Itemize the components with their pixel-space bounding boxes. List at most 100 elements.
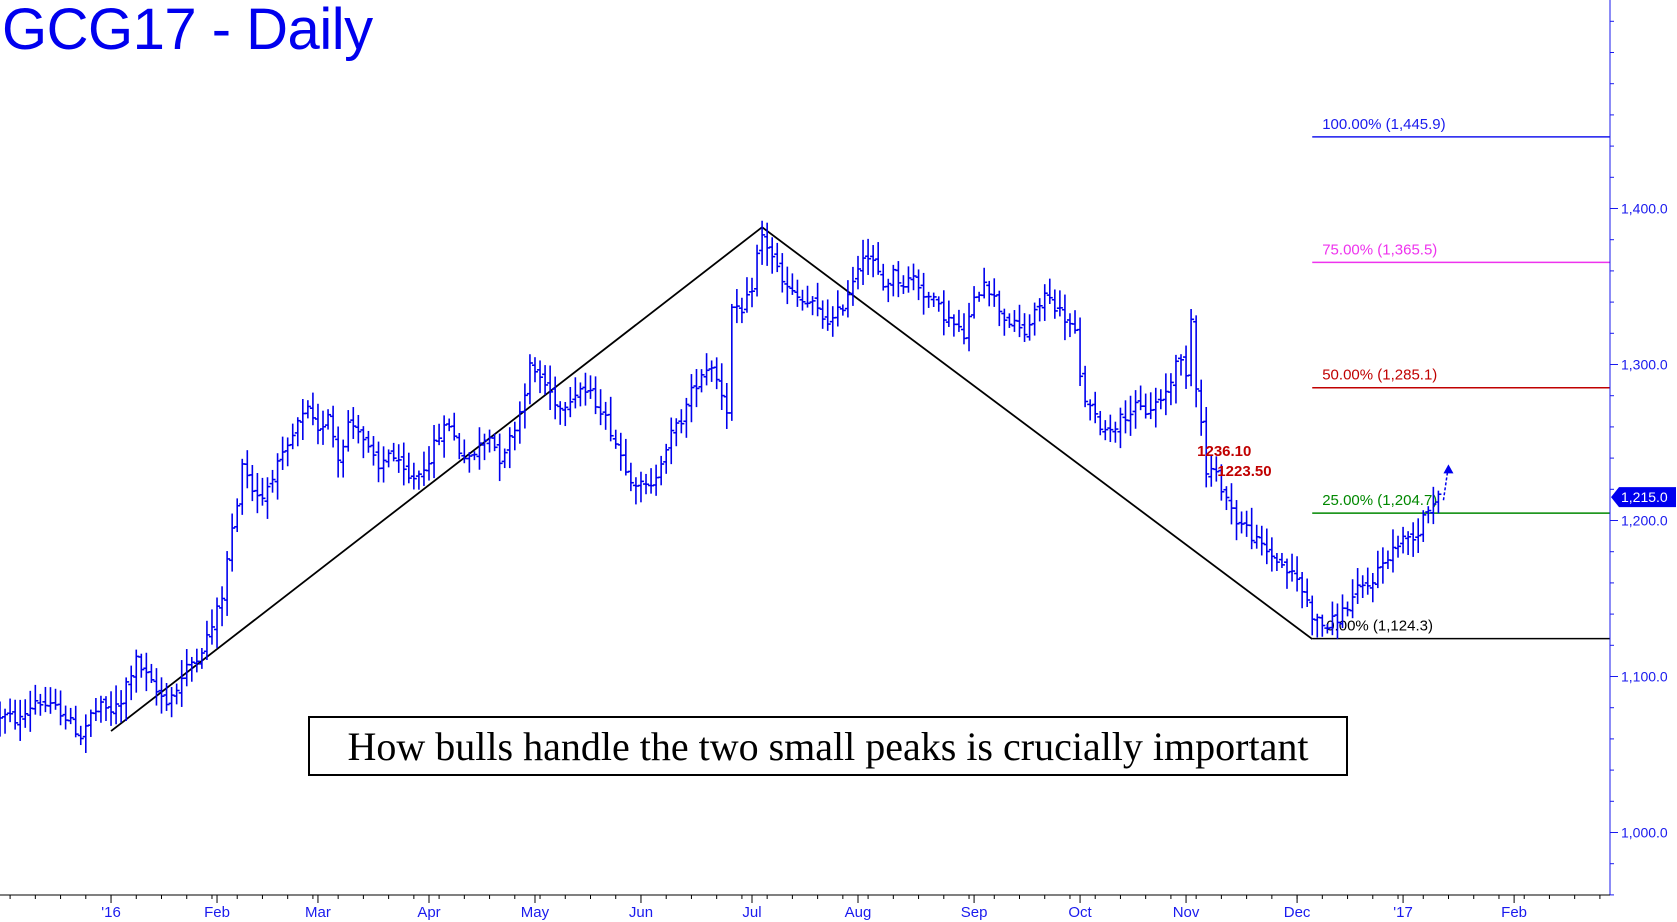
ohlc-bar	[431, 424, 438, 479]
ohlc-bar	[27, 690, 34, 732]
ohlc-bar	[476, 427, 483, 470]
ohlc-bar	[905, 266, 912, 293]
ohlc-bar	[875, 242, 882, 275]
fib-label: 75.00% (1,365.5)	[1322, 241, 1437, 258]
ohlc-bar	[643, 473, 650, 495]
ohlc-bar	[118, 690, 125, 723]
y-tick-label: 1,000.0	[1621, 825, 1668, 841]
ohlc-bar	[415, 470, 422, 490]
ohlc-bar	[516, 401, 523, 444]
ohlc-bar	[496, 433, 503, 482]
ohlc-bar	[77, 725, 84, 746]
ohlc-bar	[1066, 313, 1073, 338]
ohlc-bar	[108, 691, 115, 726]
ohlc-bar	[648, 468, 655, 494]
ohlc-bar	[148, 663, 155, 684]
ohlc-bar	[219, 586, 226, 627]
ohlc-bar	[320, 410, 327, 445]
ohlc-bar	[1132, 390, 1139, 429]
ohlc-bar	[92, 697, 99, 722]
ohlc-bar	[1167, 373, 1174, 406]
ohlc-bar	[592, 376, 599, 415]
fibonacci-levels: 100.00% (1,445.9) 75.00% (1,365.5) 50.00% …	[1312, 116, 1610, 640]
ohlc-bar	[37, 693, 44, 716]
ohlc-bar	[915, 269, 922, 301]
x-tick-label: Feb	[1501, 904, 1527, 921]
fib-label: 50.00% (1,285.1)	[1322, 367, 1437, 384]
ohlc-bar	[390, 442, 397, 462]
ohlc-bar	[966, 302, 973, 352]
ohlc-bar	[738, 297, 745, 324]
ohlc-bar	[743, 277, 750, 313]
ohlc-bar	[1415, 518, 1422, 553]
ohlc-bar	[804, 285, 811, 308]
ohlc-bar	[1061, 294, 1068, 341]
ohlc-bar	[996, 290, 1003, 327]
ohlc-bar	[380, 446, 387, 483]
ohlc-bar	[335, 426, 342, 478]
ohlc-bar	[481, 433, 488, 461]
ohlc-bar	[557, 401, 564, 425]
ohlc-bar	[214, 597, 221, 648]
ohlc-bar	[0, 701, 3, 737]
ohlc-bar	[950, 314, 957, 337]
ohlc-bar	[52, 688, 59, 710]
ohlc-bar	[466, 452, 473, 473]
ohlc-bar	[158, 677, 165, 714]
ohlc-bar	[471, 451, 478, 461]
ohlc-bar	[981, 267, 988, 299]
ohlc-bar	[123, 677, 130, 721]
ohlc-bar	[183, 649, 190, 687]
x-tick-label: Sep	[961, 904, 988, 921]
ohlc-bar	[1036, 298, 1043, 322]
ohlc-bar	[1309, 595, 1316, 636]
ohlc-bar	[759, 220, 766, 265]
ohlc-bar	[537, 360, 544, 394]
ohlc-bar	[355, 414, 362, 444]
ohlc-bar	[930, 292, 937, 307]
x-tick-label: Aug	[845, 904, 872, 921]
ohlc-bar	[728, 303, 735, 421]
ohlc-bar	[567, 386, 574, 418]
ohlc-bar	[1420, 510, 1427, 542]
ohlc-bar	[244, 450, 251, 489]
ohlc-bar	[67, 707, 74, 725]
ohlc-bar	[254, 472, 261, 514]
ohlc-bar	[1425, 506, 1432, 524]
ohlc-bar	[330, 405, 337, 448]
ohlc-bar	[1122, 400, 1129, 434]
fib-label: 25.00% (1,204.7)	[1322, 492, 1437, 509]
ohlc-bar	[314, 403, 321, 445]
ohlc-bar	[829, 306, 836, 337]
ohlc-bar	[1258, 525, 1265, 556]
ohlc-bar	[653, 464, 660, 496]
fib-label: 100.00% (1,445.9)	[1322, 116, 1445, 133]
ohlc-bar	[749, 277, 756, 308]
annotation-box: How bulls handle the two small peaks is …	[308, 716, 1348, 776]
ohlc-bar	[1329, 601, 1336, 636]
ohlc-bar	[1319, 614, 1326, 637]
ohlc-bar	[1299, 571, 1306, 609]
labels: 1236.10 1223.50	[1197, 443, 1454, 501]
ohlc-bar	[597, 389, 604, 426]
ohlc-bar	[683, 397, 690, 438]
peak-label: 1236.10	[1197, 443, 1251, 460]
ohlc-bar	[97, 695, 104, 723]
ohlc-bar	[203, 620, 210, 660]
trend-lines	[110, 226, 1313, 732]
ohlc-bar	[673, 418, 680, 447]
ohlc-bar	[809, 296, 816, 316]
ohlc-bar	[713, 357, 720, 390]
ohlc-bar	[501, 448, 508, 469]
ohlc-bar	[617, 432, 624, 471]
ohlc-bar	[1289, 553, 1296, 582]
ohlc-bar	[299, 399, 306, 441]
peak-label: 1223.50	[1217, 463, 1271, 480]
target-arrow-shaft	[1442, 472, 1449, 501]
ohlc-bar	[1263, 528, 1270, 565]
ohlc-bar	[945, 300, 952, 327]
ohlc-bar	[1183, 345, 1190, 389]
ohlc-bar	[1178, 354, 1185, 376]
ohlc-bar	[128, 665, 135, 701]
